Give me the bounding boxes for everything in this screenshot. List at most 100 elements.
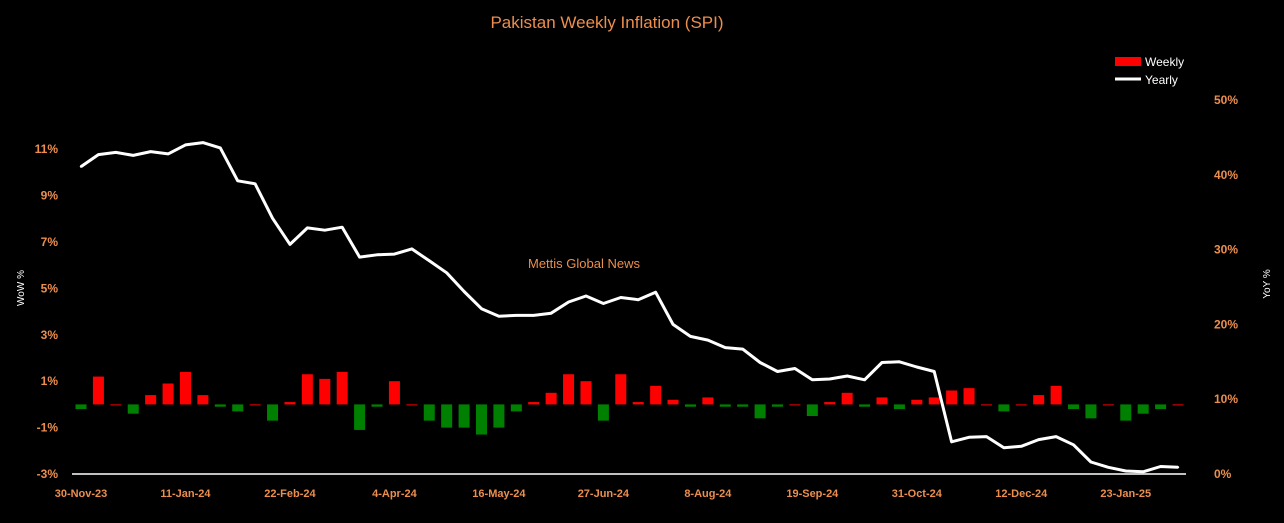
yearly-point (393, 252, 396, 256)
right-tick-label: 50% (1214, 93, 1238, 107)
yearly-point (845, 374, 849, 378)
left-tick-label: 5% (41, 281, 59, 295)
weekly-bar (597, 404, 609, 421)
weekly-bar (824, 402, 836, 405)
yearly-point (532, 314, 535, 317)
weekly-bar (406, 404, 418, 406)
x-tick-label: 22-Feb-24 (264, 488, 316, 500)
weekly-bar (998, 404, 1010, 412)
weekly-bar (423, 404, 435, 421)
weekly-bar (388, 381, 400, 405)
x-tick-label: 12-Dec-24 (995, 488, 1048, 500)
weekly-bar (650, 385, 662, 405)
yearly-point (967, 436, 971, 439)
weekly-bar (301, 374, 313, 405)
left-tick-label: 1% (41, 374, 59, 388)
weekly-bar (371, 404, 383, 407)
weekly-bar (563, 374, 575, 405)
yearly-point (549, 311, 553, 315)
yearly-point (515, 314, 518, 317)
right-tick-label: 30% (1214, 243, 1238, 257)
yearly-point (497, 314, 501, 318)
yearly-point (741, 347, 744, 351)
x-tick-label: 19-Sep-24 (786, 488, 839, 500)
weekly-bar (1172, 404, 1184, 406)
weekly-bar (684, 404, 696, 407)
weekly-bar (1102, 404, 1114, 406)
weekly-bar (354, 404, 366, 430)
yearly-point (201, 141, 205, 144)
watermark-annotation: Mettis Global News (528, 256, 640, 271)
weekly-bar (319, 378, 331, 405)
yearly-point (950, 440, 953, 444)
yearly-point (724, 346, 727, 349)
yearly-point (410, 247, 414, 251)
yearly-point (428, 259, 431, 263)
weekly-bar (267, 404, 279, 421)
weekly-bars (75, 371, 1184, 435)
legend-weekly-swatch (1115, 57, 1141, 66)
left-tick-label: 9% (41, 189, 59, 203)
weekly-bar (667, 399, 679, 405)
yearly-point (828, 377, 831, 381)
weekly-bar (197, 395, 209, 405)
weekly-bar (1155, 404, 1167, 410)
weekly-bar (214, 404, 226, 407)
weekly-bar (789, 404, 801, 406)
weekly-bar (1033, 395, 1045, 405)
weekly-bar (284, 402, 296, 405)
yearly-point (1107, 466, 1110, 469)
weekly-bar (1068, 404, 1080, 410)
yearly-point (323, 228, 326, 232)
yearly-point (114, 151, 118, 154)
yearly-point (1124, 469, 1127, 473)
weekly-bar (1050, 385, 1062, 405)
left-tick-label: 11% (35, 142, 59, 156)
yearly-point (1159, 465, 1162, 468)
right-tick-label: 40% (1214, 168, 1238, 182)
x-tick-label: 23-Jan-25 (1100, 488, 1151, 500)
yearly-point (671, 323, 675, 326)
weekly-bar (946, 390, 958, 405)
weekly-bar (110, 404, 122, 406)
left-tick-label: -3% (37, 467, 59, 481)
left-axis-ticks: 11% 9% 7% 5% 3% 1% -1% -3% (35, 142, 59, 481)
weekly-bar (911, 399, 923, 405)
weekly-bar (510, 404, 522, 412)
yearly-point (584, 294, 588, 298)
left-tick-label: 7% (41, 235, 59, 249)
weekly-bar (719, 404, 731, 407)
weekly-bar (876, 397, 888, 405)
yearly-point (271, 216, 274, 220)
weekly-bar (615, 374, 627, 405)
chart-title: Pakistan Weekly Inflation (SPI) (490, 13, 723, 32)
legend-yearly-label: Yearly (1145, 73, 1178, 87)
weekly-bar (493, 404, 505, 428)
legend: Weekly Yearly (1115, 55, 1184, 87)
yearly-point (1072, 443, 1075, 447)
weekly-bar (336, 371, 348, 405)
yearly-point (340, 225, 344, 229)
x-tick-label: 30-Nov-23 (55, 488, 108, 500)
weekly-bar (754, 404, 766, 419)
yearly-line-series (79, 141, 1180, 474)
yearly-point (654, 291, 657, 294)
left-axis-title: WoW % (16, 270, 27, 306)
yearly-point (1020, 445, 1023, 448)
right-tick-label: 20% (1214, 317, 1238, 331)
weekly-bar (92, 376, 104, 405)
left-tick-label: -1% (37, 421, 59, 435)
yearly-point (880, 361, 884, 364)
weekly-bar (702, 397, 714, 405)
yearly-point (462, 290, 466, 293)
yearly-point (933, 370, 936, 373)
yearly-point (149, 150, 152, 153)
yearly-point (915, 365, 919, 369)
weekly-bar (127, 404, 139, 414)
yearly-point (1176, 466, 1180, 469)
weekly-bar (980, 404, 992, 406)
yearly-point (375, 253, 379, 257)
x-tick-label: 8-Aug-24 (684, 488, 732, 500)
yearly-point (184, 143, 187, 147)
